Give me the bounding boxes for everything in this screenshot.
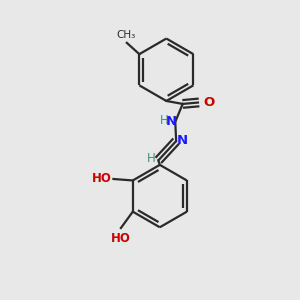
Text: CH₃: CH₃ [116, 31, 135, 40]
Text: HO: HO [111, 232, 131, 245]
Text: HO: HO [92, 172, 112, 185]
Text: H: H [146, 152, 155, 165]
Text: O: O [204, 96, 215, 109]
Text: N: N [176, 134, 188, 147]
Text: H: H [160, 114, 168, 127]
Text: N: N [166, 115, 177, 128]
